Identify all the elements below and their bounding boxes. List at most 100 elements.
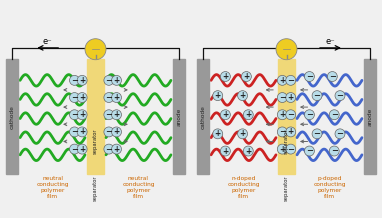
Text: cathode: cathode	[10, 105, 15, 129]
Circle shape	[276, 39, 297, 60]
Text: +: +	[222, 146, 228, 155]
Bar	[283, 47, 290, 55]
Text: +: +	[245, 110, 251, 119]
Circle shape	[104, 144, 114, 154]
Circle shape	[329, 110, 339, 120]
Text: p-doped
conducting
polymer
film: p-doped conducting polymer film	[313, 176, 346, 199]
Text: anode: anode	[176, 107, 181, 126]
Text: +: +	[113, 127, 120, 136]
Circle shape	[112, 110, 121, 120]
Text: neutral
conducting
polymer
film: neutral conducting polymer film	[36, 176, 69, 199]
Circle shape	[304, 146, 314, 156]
Text: +: +	[240, 129, 246, 138]
Circle shape	[286, 75, 296, 85]
Circle shape	[220, 72, 230, 82]
Text: −: −	[287, 76, 294, 85]
Circle shape	[335, 91, 345, 100]
Circle shape	[104, 110, 114, 120]
Text: −: −	[306, 110, 313, 119]
Text: anode: anode	[367, 107, 372, 126]
Circle shape	[70, 144, 79, 154]
Text: −: −	[306, 72, 313, 81]
Circle shape	[238, 91, 248, 100]
Text: −: −	[314, 129, 320, 138]
Text: −: −	[337, 129, 343, 138]
Circle shape	[277, 93, 287, 102]
Bar	[92, 47, 99, 55]
Text: −: −	[287, 110, 294, 119]
Text: −: −	[105, 93, 112, 102]
Circle shape	[77, 93, 87, 102]
Text: +: +	[288, 93, 294, 102]
Text: −: −	[314, 91, 320, 100]
Text: +: +	[279, 110, 285, 119]
Circle shape	[213, 129, 223, 139]
Text: +: +	[279, 76, 285, 85]
Text: cathode: cathode	[201, 105, 206, 129]
Text: e⁻: e⁻	[43, 37, 53, 46]
Circle shape	[277, 75, 287, 85]
Circle shape	[304, 72, 314, 82]
Bar	[173, 59, 185, 174]
Text: +: +	[222, 72, 228, 81]
Circle shape	[112, 75, 121, 85]
Text: +: +	[79, 93, 85, 102]
Circle shape	[77, 127, 87, 137]
Circle shape	[70, 75, 79, 85]
Text: −: −	[105, 76, 112, 85]
Circle shape	[286, 127, 296, 137]
Circle shape	[277, 144, 287, 154]
Text: neutral
conducting
polymer
film: neutral conducting polymer film	[122, 176, 155, 199]
Text: −: −	[71, 110, 78, 119]
Circle shape	[112, 144, 121, 154]
Text: −: −	[105, 145, 112, 154]
Circle shape	[286, 144, 296, 154]
Circle shape	[312, 129, 322, 139]
Bar	[197, 59, 209, 174]
Text: +: +	[79, 127, 85, 136]
Text: −: −	[105, 110, 112, 119]
Circle shape	[220, 146, 230, 156]
Text: +: +	[243, 72, 249, 81]
Circle shape	[112, 127, 121, 137]
Text: separator: separator	[93, 128, 98, 154]
Circle shape	[286, 93, 296, 102]
Circle shape	[335, 129, 345, 139]
Text: +: +	[279, 145, 285, 154]
Text: −: −	[331, 110, 338, 119]
Circle shape	[304, 110, 314, 120]
Text: −: −	[337, 91, 343, 100]
Circle shape	[70, 93, 79, 102]
Circle shape	[77, 144, 87, 154]
Circle shape	[70, 110, 79, 120]
Circle shape	[104, 127, 114, 137]
Circle shape	[277, 127, 287, 137]
Circle shape	[85, 39, 106, 60]
Circle shape	[241, 72, 251, 82]
Text: +: +	[79, 145, 85, 154]
Text: +: +	[113, 110, 120, 119]
Text: −: −	[306, 146, 313, 155]
Text: +: +	[215, 91, 221, 100]
Text: +: +	[113, 145, 120, 154]
Circle shape	[286, 110, 296, 120]
Circle shape	[243, 110, 253, 120]
Text: n-doped
conducting
polymer
film: n-doped conducting polymer film	[227, 176, 260, 199]
Text: +: +	[240, 91, 246, 100]
Text: +: +	[215, 129, 221, 138]
Text: −: −	[105, 127, 112, 136]
Circle shape	[277, 110, 287, 120]
Text: e⁻: e⁻	[325, 37, 335, 46]
Text: −: −	[71, 127, 78, 136]
Text: −: −	[279, 127, 286, 136]
Bar	[278, 59, 295, 174]
Circle shape	[243, 146, 253, 156]
Text: −: −	[329, 72, 336, 81]
Text: +: +	[79, 110, 85, 119]
Circle shape	[104, 93, 114, 102]
Text: −: −	[287, 145, 294, 154]
Text: separator: separator	[284, 176, 289, 201]
Text: −: −	[71, 93, 78, 102]
Text: +: +	[222, 110, 228, 119]
Circle shape	[213, 91, 223, 100]
